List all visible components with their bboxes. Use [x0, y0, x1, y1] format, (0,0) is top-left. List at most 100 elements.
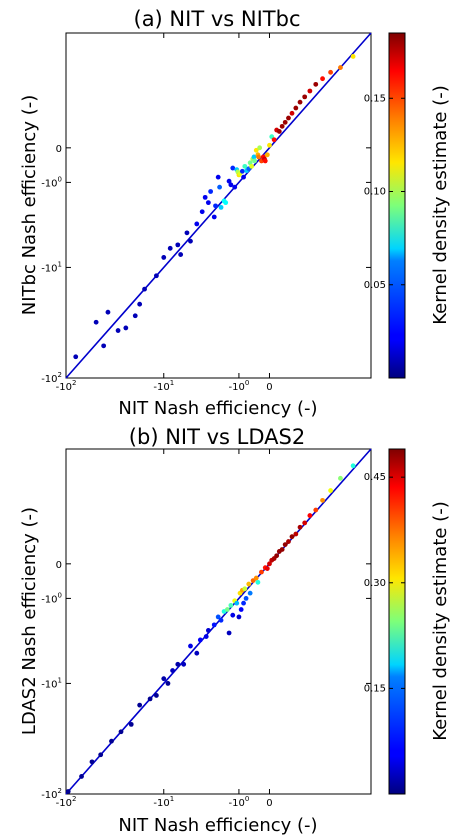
- data-point: [242, 163, 248, 169]
- data-point: [118, 729, 124, 735]
- data-point: [230, 612, 236, 618]
- data-point: [137, 301, 143, 307]
- colorbar-tick-label: 0.30: [364, 578, 386, 589]
- y-tick-label: 0: [56, 560, 62, 571]
- data-point: [232, 184, 238, 190]
- data-point: [218, 204, 224, 210]
- data-point: [279, 547, 285, 552]
- data-point: [137, 702, 143, 708]
- panel-a-xlabel: NIT Nash efficiency (-): [118, 398, 317, 419]
- panel-a-ticks: -102 -101 -100 0 0 -100 -101 -102: [41, 33, 371, 393]
- data-point: [188, 643, 193, 649]
- data-point: [320, 76, 325, 82]
- data-point: [259, 569, 264, 575]
- data-point: [170, 668, 176, 673]
- panel-a-colorbar-label: Kernel density estimate (-): [430, 85, 451, 324]
- panel-b-xlabel: NIT Nash efficiency (-): [118, 815, 317, 836]
- data-point: [271, 137, 277, 143]
- data-point: [247, 590, 253, 596]
- data-point: [293, 531, 299, 537]
- y-tick-label: -101: [41, 676, 62, 690]
- data-point: [202, 194, 208, 200]
- data-point: [313, 507, 319, 513]
- panel-b-colorbar-ticks: 0.15 0.30 0.45: [364, 472, 405, 694]
- data-point: [153, 273, 159, 279]
- data-point: [98, 752, 104, 758]
- data-point: [217, 184, 222, 190]
- data-point: [161, 676, 167, 682]
- y-tick-label: -101: [41, 260, 62, 274]
- y-tick-label: -102: [41, 787, 62, 801]
- data-point: [215, 614, 221, 620]
- data-point: [293, 105, 299, 111]
- data-point: [199, 209, 205, 215]
- data-point: [286, 115, 291, 121]
- data-point: [73, 354, 79, 360]
- data-point: [241, 174, 246, 180]
- x-tick-label: -102: [56, 795, 77, 809]
- data-point: [243, 596, 249, 601]
- data-point: [147, 696, 153, 702]
- panel-a-colorbar-ticks: 0.05 0.10 0.15: [364, 93, 405, 291]
- data-point: [251, 154, 257, 160]
- data-point: [181, 661, 187, 667]
- panel-b-ticks: -102 -101 -100 0 0 -100 -101 -102: [41, 449, 371, 809]
- data-point: [178, 252, 184, 257]
- data-point: [302, 520, 308, 526]
- x-tick-label: 0: [266, 382, 272, 393]
- data-point: [307, 88, 313, 94]
- panel-a-ylabel: NITbc Nash efficiency (-): [19, 95, 40, 315]
- data-point: [65, 789, 71, 794]
- data-point: [213, 203, 218, 209]
- data-point: [262, 158, 268, 164]
- data-point: [226, 630, 232, 636]
- data-point: [105, 309, 111, 315]
- data-point: [350, 463, 356, 469]
- data-point: [267, 142, 272, 148]
- panel-b-ylabel: LDAS2 Nash efficiency (-): [19, 507, 40, 735]
- y-tick-label: -100: [41, 591, 62, 605]
- data-point: [253, 575, 259, 581]
- data-point: [205, 628, 211, 633]
- data-point: [128, 721, 134, 727]
- data-point: [197, 637, 203, 643]
- data-point: [175, 242, 181, 248]
- data-point: [236, 614, 242, 620]
- data-point: [188, 238, 193, 244]
- data-point: [246, 581, 252, 587]
- data-point: [93, 319, 99, 325]
- data-point: [208, 189, 214, 194]
- data-point: [228, 602, 234, 608]
- data-point: [282, 542, 288, 548]
- data-point: [256, 154, 261, 160]
- panel-b-colorbar: [388, 448, 406, 795]
- data-point: [264, 152, 270, 158]
- data-point: [228, 182, 234, 188]
- data-point: [89, 759, 95, 765]
- data-point: [142, 286, 147, 292]
- data-point: [242, 586, 248, 592]
- data-point: [338, 65, 343, 70]
- colorbar-tick-label: 0.05: [364, 280, 386, 291]
- data-point: [267, 561, 272, 567]
- colorbar-tick-label: 0.15: [364, 683, 386, 694]
- data-point: [218, 617, 224, 623]
- panel-b: (b) NIT vs LDAS2 -102 -101 -100 00-100-101-…: [19, 425, 451, 836]
- x-tick-label: -101: [153, 379, 174, 393]
- data-point: [350, 54, 356, 59]
- data-point: [257, 145, 263, 151]
- data-point: [307, 513, 313, 518]
- data-point: [167, 245, 173, 251]
- data-point: [175, 661, 181, 667]
- y-tick-label: 0: [56, 144, 62, 155]
- data-point: [115, 328, 121, 333]
- data-point: [79, 774, 84, 779]
- data-point: [230, 165, 236, 171]
- data-point: [289, 110, 295, 116]
- colorbar-tick-label: 0.15: [364, 93, 386, 104]
- data-point: [241, 600, 246, 606]
- colorbar-tick-label: 0.10: [364, 187, 386, 198]
- data-point: [226, 178, 232, 184]
- data-point: [101, 343, 107, 349]
- panel-a-points: [73, 54, 356, 360]
